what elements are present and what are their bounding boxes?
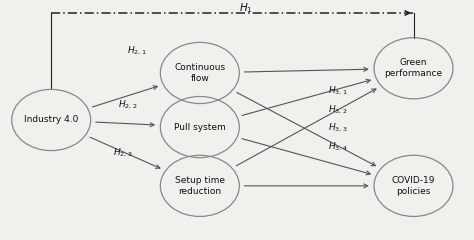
Text: Setup time
reduction: Setup time reduction <box>175 176 225 196</box>
Text: Continuous
flow: Continuous flow <box>174 63 226 83</box>
Text: $\mathit{H}_{2,2}$: $\mathit{H}_{2,2}$ <box>118 99 137 111</box>
Text: $\mathit{H}_{3,1}$: $\mathit{H}_{3,1}$ <box>328 84 347 97</box>
Text: COVID-19
policies: COVID-19 policies <box>392 176 435 196</box>
Text: Industry 4.0: Industry 4.0 <box>24 115 78 125</box>
Text: $\mathit{H}_{2,3}$: $\mathit{H}_{2,3}$ <box>113 147 133 159</box>
Text: $\mathit{H}_{3,4}$: $\mathit{H}_{3,4}$ <box>328 141 347 153</box>
Text: $\mathit{H_1}$: $\mathit{H_1}$ <box>239 1 253 15</box>
Text: $\mathit{H}_{3,3}$: $\mathit{H}_{3,3}$ <box>328 122 347 134</box>
Text: Pull system: Pull system <box>174 123 226 132</box>
Text: $\mathit{H}_{2,1}$: $\mathit{H}_{2,1}$ <box>128 44 147 57</box>
Text: $\mathit{H}_{3,2}$: $\mathit{H}_{3,2}$ <box>328 103 347 115</box>
Text: Green
performance: Green performance <box>384 58 443 78</box>
